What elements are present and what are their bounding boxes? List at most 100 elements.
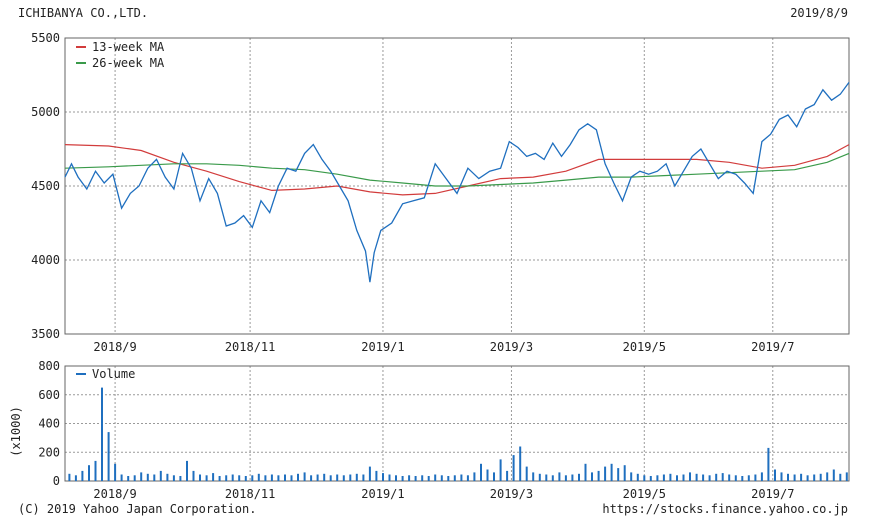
volume-bar [578, 473, 580, 481]
volume-bar [146, 473, 149, 481]
volume-bar [414, 476, 417, 481]
volume-bar [734, 475, 737, 482]
source-link[interactable]: https://stocks.finance.yahoo.co.jp [602, 502, 848, 516]
volume-bar [153, 474, 156, 481]
volume-bar [310, 475, 313, 482]
volume-bar [819, 473, 822, 481]
volume-bar [519, 446, 522, 481]
price-frame [64, 37, 850, 335]
volume-y-tick-label: 600 [38, 388, 60, 402]
volume-bar [199, 474, 201, 481]
volume-bar [159, 470, 162, 481]
volume-bar [186, 460, 188, 481]
volume-bar [643, 475, 646, 482]
volume-bar [532, 472, 535, 481]
volume-bar [826, 472, 829, 481]
volume-bar [218, 476, 221, 481]
price-y-tick-label: 4000 [31, 253, 60, 267]
volume-bar [630, 472, 633, 481]
volume-bar [793, 474, 796, 481]
volume-bar [545, 474, 548, 481]
volume-bar [401, 476, 404, 481]
volume-bar [558, 472, 561, 481]
volume-y-tick-label: 200 [38, 445, 60, 459]
volume-bar [179, 476, 182, 481]
volume-bar [747, 475, 750, 482]
volume-bar [68, 473, 71, 481]
volume-bar [270, 474, 273, 481]
price-line [64, 82, 850, 283]
volume-bar [676, 475, 678, 482]
volume-bar [591, 472, 593, 481]
volume-bar [251, 475, 254, 482]
volume-bar [257, 473, 260, 481]
price-y-tick-label: 5500 [31, 31, 60, 45]
volume-bar [682, 474, 685, 481]
volume-bar [434, 474, 437, 481]
volume-x-tick-label: 2018/11 [225, 487, 276, 501]
volume-bar [440, 475, 443, 482]
volume-frame [64, 365, 850, 482]
volume-x-tick-label: 2019/1 [361, 487, 404, 501]
volume-bar [290, 475, 293, 482]
volume-bar [506, 470, 509, 481]
volume-bar [571, 474, 574, 481]
volume-bar [88, 465, 90, 481]
volume-bar [584, 463, 587, 482]
volume-bar [708, 475, 711, 482]
price-y-tick-label: 5000 [31, 105, 60, 119]
legend-label-ma26: 26-week MA [92, 56, 165, 70]
volume-bar [362, 474, 365, 481]
volume-bar [780, 472, 783, 481]
volume-bar [375, 470, 378, 481]
volume-bar [368, 466, 371, 481]
volume-bar [649, 476, 652, 481]
volume-bar [662, 474, 665, 481]
volume-bar [499, 459, 502, 481]
volume-bar [316, 474, 319, 481]
volume-bar [610, 463, 613, 482]
volume-bar [303, 472, 306, 481]
volume-bar [336, 474, 339, 481]
volume-bar [845, 472, 848, 481]
volume-bar [94, 460, 97, 481]
volume-bar [342, 475, 345, 482]
volume-bar [192, 470, 195, 481]
price-panel: 3500 4000 4500 5000 5500 2018/9 2018/11 2019/1 2… [31, 31, 850, 354]
volume-bar [636, 473, 639, 481]
volume-bar [493, 472, 495, 481]
volume-bar [702, 474, 705, 481]
volume-bar [760, 472, 763, 481]
volume-bar [669, 473, 672, 481]
price-y-tick-label: 4500 [31, 179, 60, 193]
volume-bar [355, 473, 358, 481]
volume-panel: 0 200 400 600 800 2018/9 2018/11 2019/1 2019/3 20… [9, 359, 850, 501]
price-x-tick-label: 2019/3 [490, 340, 533, 354]
volume-bar [721, 473, 724, 481]
volume-bar [787, 473, 789, 481]
volume-x-tick-label: 2019/7 [751, 487, 794, 501]
volume-bar [512, 455, 515, 481]
volume-bar [486, 469, 489, 481]
legend-label-ma13: 13-week MA [92, 40, 165, 54]
volume-x-tick-label: 2019/5 [623, 487, 666, 501]
volume-y-tick-label: 400 [38, 417, 60, 431]
price-x-tick-label: 2019/5 [623, 340, 666, 354]
volume-bar [564, 475, 567, 482]
volume-bar [754, 474, 757, 481]
volume-bar [832, 469, 835, 481]
volume-bar [447, 476, 450, 481]
volume-bar [623, 465, 626, 481]
volume-bar [81, 470, 84, 481]
volume-bar [284, 474, 286, 481]
volume-bar [695, 473, 698, 481]
volume-bar [839, 473, 842, 481]
volume-bar [323, 473, 326, 481]
volume-bar [349, 474, 352, 481]
price-x-tick-label: 2018/11 [225, 340, 276, 354]
volume-bar [212, 473, 215, 481]
volume-bar [538, 473, 541, 481]
volume-bar [460, 474, 463, 481]
volume-bar [421, 475, 424, 482]
